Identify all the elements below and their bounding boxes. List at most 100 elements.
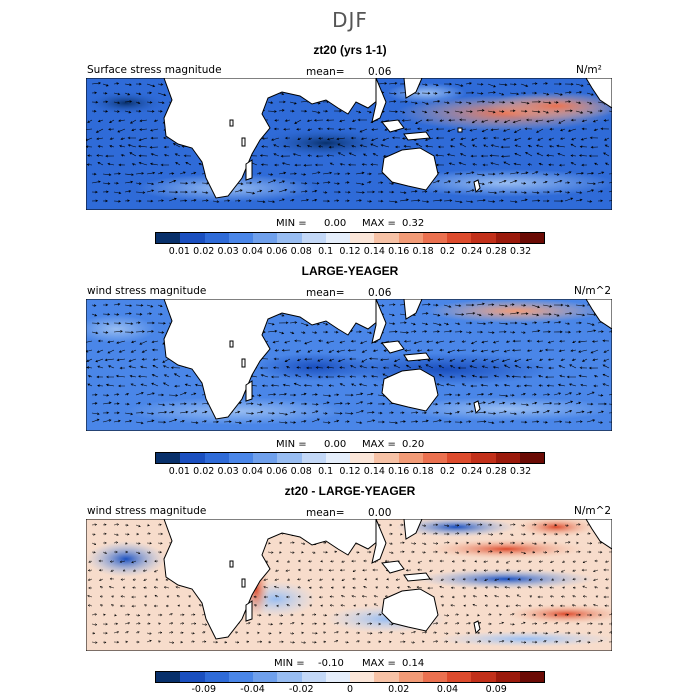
stress-vector-arrow xyxy=(487,91,496,94)
stress-vector-arrow xyxy=(108,585,115,589)
stress-vector-arrow xyxy=(603,358,610,362)
stress-vector-arrow xyxy=(516,594,522,598)
stress-vector-arrow xyxy=(263,578,269,581)
colorbar-swatch xyxy=(277,672,302,682)
stress-vector-arrow xyxy=(553,550,560,553)
stress-vector-arrow xyxy=(326,137,335,141)
stress-vector-arrow xyxy=(498,172,505,175)
stress-vector-arrow xyxy=(289,109,295,113)
stress-vector-arrow xyxy=(157,410,168,414)
stress-vector-arrow xyxy=(146,182,155,186)
stress-vector-arrow xyxy=(113,541,119,544)
stress-vector-arrow xyxy=(352,586,357,590)
stress-vector-arrow xyxy=(91,109,97,113)
stress-vector-arrow xyxy=(410,322,416,326)
stress-vector-arrow xyxy=(528,568,533,572)
stress-vector-arrow xyxy=(117,128,126,133)
stress-vector-arrow xyxy=(547,358,555,361)
stress-vector-arrow xyxy=(355,110,362,114)
stress-vector-arrow xyxy=(542,541,547,545)
stress-vector-arrow xyxy=(547,340,555,344)
stress-vector-arrow xyxy=(487,533,494,536)
panel-1-unit-label: N/m² xyxy=(576,64,602,76)
stress-vector-arrow xyxy=(300,198,309,202)
high-stress-region-north-pacific xyxy=(426,299,606,323)
stress-vector-arrow xyxy=(102,91,108,95)
stress-vector-arrow xyxy=(329,604,335,607)
stress-vector-arrow xyxy=(97,384,104,388)
stress-vector-arrow xyxy=(165,604,170,608)
stress-vector-arrow xyxy=(487,631,493,634)
stress-vector-arrow xyxy=(366,190,376,194)
colorbar-swatch xyxy=(447,233,472,243)
stress-vector-arrow xyxy=(135,411,144,414)
colorbar-swatch xyxy=(495,233,520,243)
stress-vector-arrow xyxy=(124,180,134,184)
stress-vector-arrow xyxy=(286,560,291,563)
stress-vector-arrow xyxy=(582,560,588,564)
stress-vector-arrow xyxy=(575,321,582,325)
stress-vector-arrow xyxy=(146,189,155,193)
stress-vector-arrow xyxy=(300,322,309,327)
stress-vector-arrow xyxy=(558,365,566,369)
stress-vector-arrow xyxy=(520,532,526,536)
stress-vector-arrow xyxy=(366,613,372,616)
colorbar-tick-label: 0.03 xyxy=(217,246,239,257)
colorbar-tick-label: 0.24 xyxy=(461,246,483,257)
southeast-asia-landmass xyxy=(371,519,387,564)
stress-vector-arrow xyxy=(592,578,599,582)
stress-vector-arrow xyxy=(91,631,96,635)
stress-vector-arrow xyxy=(553,402,562,406)
stress-vector-arrow xyxy=(520,182,527,185)
stress-vector-arrow xyxy=(86,340,93,344)
stress-vector-arrow xyxy=(124,542,128,545)
stress-vector-arrow xyxy=(388,303,396,306)
stress-vector-arrow xyxy=(570,143,577,148)
stress-vector-arrow xyxy=(131,604,137,608)
stress-vector-arrow xyxy=(146,199,154,203)
stress-vector-arrow xyxy=(289,181,296,185)
stress-vector-arrow xyxy=(355,550,360,554)
stress-vector-arrow xyxy=(604,604,610,608)
stress-vector-arrow xyxy=(124,412,134,416)
stress-vector-arrow xyxy=(297,568,302,572)
stress-vector-arrow xyxy=(109,145,115,148)
stress-vector-arrow xyxy=(388,182,395,185)
stress-vector-arrow xyxy=(322,191,328,194)
stress-vector-arrow xyxy=(399,541,405,545)
stress-vector-arrow xyxy=(174,384,181,388)
stress-vector-arrow xyxy=(201,191,209,194)
stress-vector-arrow xyxy=(113,411,120,415)
stress-vector-arrow xyxy=(330,586,335,590)
stress-vector-arrow xyxy=(515,559,522,563)
stress-vector-arrow xyxy=(575,613,582,617)
colorbar-swatch xyxy=(156,672,181,682)
stress-vector-arrow xyxy=(168,631,174,634)
stress-vector-arrow xyxy=(138,161,148,166)
stress-vector-arrow xyxy=(524,127,533,131)
stress-vector-arrow xyxy=(274,163,280,167)
stress-vector-arrow xyxy=(370,163,379,166)
stress-vector-arrow xyxy=(256,613,262,617)
stress-vector-arrow xyxy=(366,402,373,405)
stress-vector-arrow xyxy=(553,640,559,644)
stress-vector-arrow xyxy=(476,640,482,643)
stress-vector-arrow xyxy=(454,532,460,535)
stress-vector-arrow xyxy=(608,190,612,193)
stress-vector-arrow xyxy=(152,358,159,361)
stress-vector-arrow xyxy=(256,403,263,406)
colorbar-swatch xyxy=(156,233,181,243)
stress-vector-arrow xyxy=(575,622,580,626)
stress-vector-arrow xyxy=(421,110,428,114)
stress-vector-arrow xyxy=(586,402,594,406)
stress-vector-arrow xyxy=(282,383,291,387)
colorbar-swatch xyxy=(447,672,472,682)
stress-vector-arrow xyxy=(498,613,502,617)
stress-vector-arrow xyxy=(426,340,434,343)
stress-vector-arrow xyxy=(410,630,417,634)
stress-vector-arrow xyxy=(487,321,494,325)
stress-vector-arrow xyxy=(520,392,526,396)
stress-vector-arrow xyxy=(602,339,610,343)
colorbar-tick-label: 0.14 xyxy=(363,466,385,477)
stress-vector-arrow xyxy=(102,541,107,545)
